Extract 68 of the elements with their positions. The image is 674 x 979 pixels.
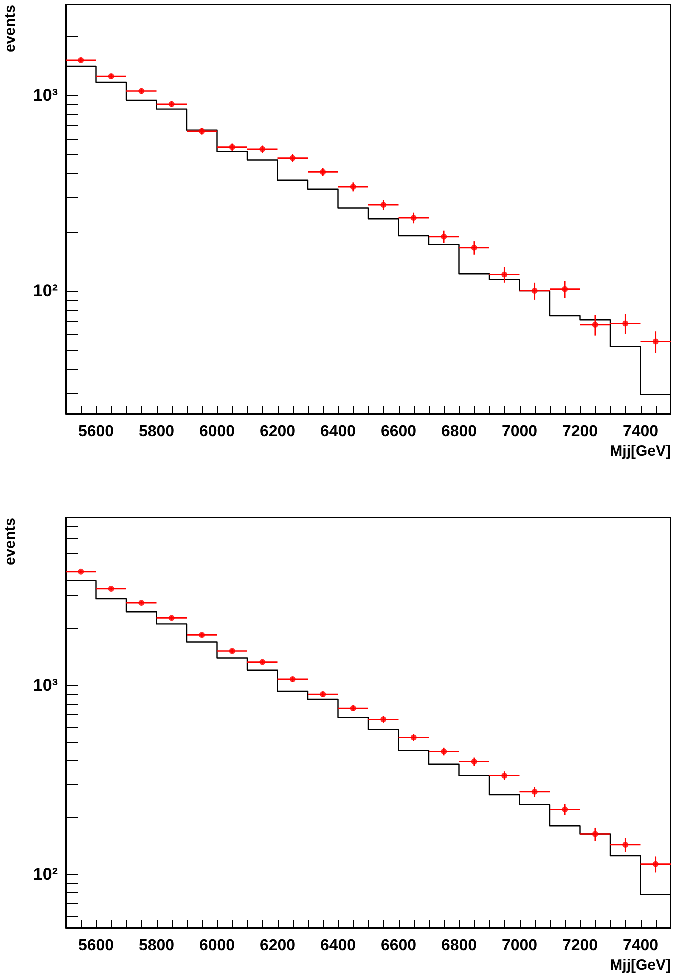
point	[410, 734, 417, 741]
point	[471, 758, 478, 765]
x-tick-label: 7400	[622, 938, 659, 954]
point	[622, 320, 629, 327]
point	[652, 338, 659, 345]
x-tick-label: 5600	[78, 424, 114, 440]
x-tick-label: 6800	[441, 424, 478, 440]
x-axis-title: Mjj[GeV]	[610, 957, 671, 974]
point	[290, 155, 296, 162]
point	[350, 184, 356, 190]
point	[502, 772, 508, 779]
point	[260, 146, 266, 152]
point	[441, 234, 448, 240]
point	[652, 861, 659, 868]
point	[622, 842, 629, 848]
x-tick-label: 7000	[502, 424, 538, 440]
point	[260, 659, 266, 666]
point	[471, 244, 478, 251]
point	[78, 57, 84, 64]
y-tick-label: 10²	[33, 282, 58, 300]
y-axis-title: events	[2, 5, 19, 53]
point	[380, 202, 387, 208]
point	[229, 648, 236, 654]
point	[108, 586, 114, 592]
x-tick-label: 5800	[138, 424, 175, 440]
point	[532, 288, 538, 294]
point	[562, 806, 568, 813]
point	[562, 286, 568, 292]
point	[320, 691, 326, 698]
point	[138, 88, 145, 94]
point	[199, 128, 206, 134]
x-tick-label: 6000	[199, 938, 236, 954]
point	[350, 706, 356, 712]
y-tick-label: 10³	[33, 86, 58, 105]
x-axis-title: Mjj[GeV]	[610, 443, 671, 460]
x-tick-label: 7000	[502, 938, 538, 954]
point	[168, 615, 175, 622]
point	[78, 568, 84, 575]
point	[229, 144, 236, 150]
point	[290, 676, 296, 682]
x-tick-label: 5800	[138, 938, 175, 954]
y-tick-label: 10²	[33, 864, 58, 884]
x-tick-label: 6600	[380, 424, 417, 440]
point	[138, 600, 145, 606]
x-tick-label: 6200	[260, 424, 296, 440]
y-tick-label: 10³	[33, 676, 58, 695]
point	[441, 748, 448, 755]
point	[168, 101, 175, 108]
point	[108, 73, 114, 80]
x-tick-label: 6200	[260, 938, 296, 954]
point	[380, 716, 387, 723]
point	[199, 632, 206, 638]
x-tick-label: 7400	[622, 424, 659, 440]
x-tick-label: 7200	[562, 938, 598, 954]
point	[592, 831, 598, 838]
x-tick-label: 6600	[380, 938, 417, 954]
point	[320, 169, 326, 176]
x-tick-label: 5600	[78, 938, 114, 954]
x-tick-label: 7200	[562, 424, 598, 440]
point	[410, 215, 417, 222]
point	[592, 322, 598, 328]
x-tick-label: 6400	[320, 424, 356, 440]
x-tick-label: 6800	[441, 938, 478, 954]
x-tick-label: 6000	[199, 424, 236, 440]
point	[532, 788, 538, 795]
y-axis-title: events	[2, 518, 19, 566]
point	[502, 272, 508, 278]
x-tick-label: 6400	[320, 938, 356, 954]
